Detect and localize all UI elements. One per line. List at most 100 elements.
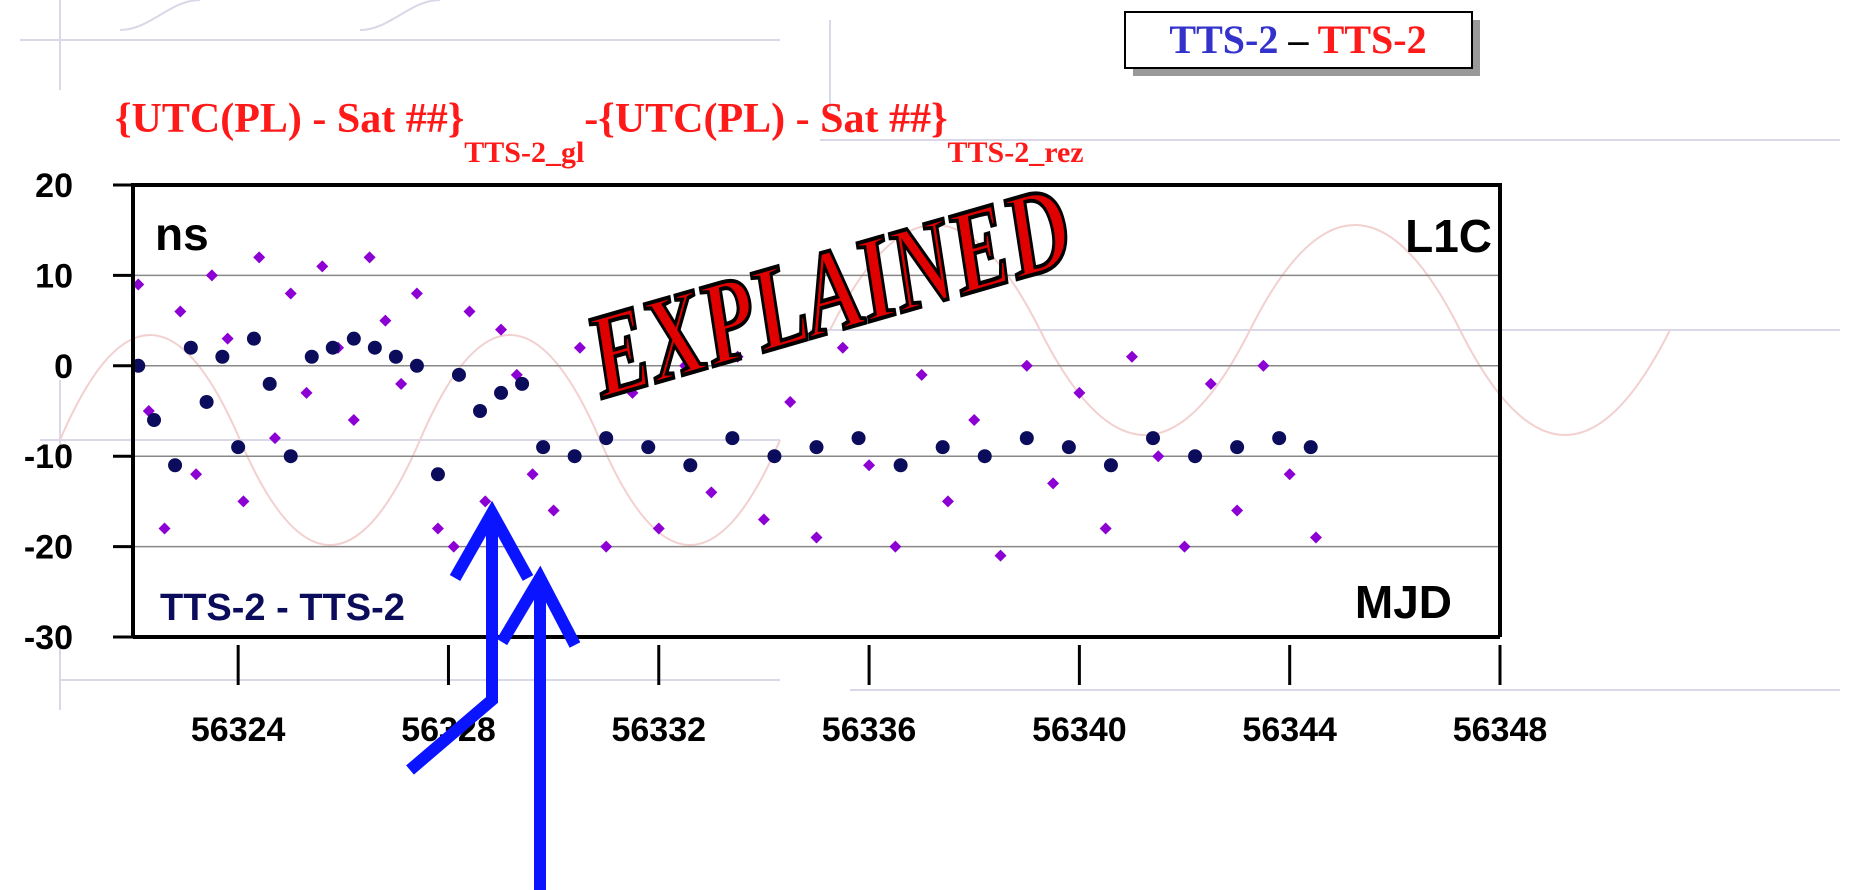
x-tick-label: 56332 [611,711,706,749]
x-tick-label: 56344 [1242,711,1337,749]
point [725,431,740,446]
point [231,440,246,455]
point [347,414,360,427]
point [1125,350,1138,363]
point [410,287,423,300]
x-axis-title: MJD [1355,576,1452,628]
point [473,404,488,418]
point [431,522,444,535]
point [199,394,214,409]
point [132,278,145,291]
point [268,432,281,445]
point [547,504,560,517]
point [221,332,234,345]
arrow [406,500,534,775]
background-waveforms [20,0,1840,710]
point [889,540,902,553]
point [1020,359,1033,372]
badge-box [1124,11,1473,69]
point [325,340,340,355]
point [1283,468,1296,481]
y-tick-label: 20 [35,167,73,205]
badge-right: TTS-2 [1318,17,1427,62]
point [1303,440,1318,455]
badge-left: TTS-2 [1169,17,1278,62]
point [447,540,460,553]
point [836,341,849,354]
point [463,305,476,318]
title-part: -{UTC(PL) - Sat ##} [584,96,947,142]
point [451,367,466,382]
point [494,385,509,400]
point [641,440,656,455]
point [205,269,218,282]
series-label: TTS-2 - TTS-2 [160,587,405,629]
point [409,358,424,373]
point [757,513,770,526]
arrows [406,500,581,890]
point [1152,450,1165,463]
axis-frame [131,183,1502,637]
point [1272,431,1287,446]
point [346,331,361,346]
point [316,260,329,273]
point [1257,359,1270,372]
point [935,440,950,455]
point [683,458,698,473]
title-sub: TTS-2_rez [948,136,1084,169]
point [626,386,639,399]
point [363,251,376,264]
point [1099,522,1112,535]
badge-dash: – [1287,17,1309,62]
point [652,522,665,535]
point [1178,540,1191,553]
y-tick-label: -30 [24,619,73,657]
point [1103,458,1118,473]
point [304,349,319,364]
point [941,495,954,508]
point [246,331,261,346]
point [915,368,928,381]
point [237,495,250,508]
title-sub: TTS-2_gl [464,136,584,169]
point [851,431,866,446]
point [977,449,992,464]
point [994,549,1007,562]
point [1061,440,1076,455]
x-tick-label: 56336 [822,711,917,749]
point [567,449,582,464]
point [395,377,408,390]
stamp: EXPLAINED [572,159,1085,423]
point [495,323,508,336]
point [679,359,692,372]
point [174,305,187,318]
point [300,386,313,399]
point [767,449,782,464]
point [1231,504,1244,517]
point [190,468,203,481]
point [526,468,539,481]
point [893,458,908,473]
y-tick-label: 0 [54,348,73,386]
badge-text: TTS-2 – TTS-2 [1169,17,1426,62]
point [1073,386,1086,399]
point [283,449,298,464]
point [863,459,876,472]
point [810,531,823,544]
point [731,350,744,363]
point [388,349,403,364]
point [379,314,392,327]
title-part: {UTC(PL) - Sat ##} [115,96,464,142]
x-tick-label: 56340 [1032,711,1127,749]
point [1230,440,1245,455]
point [1145,431,1160,446]
point [1204,377,1217,390]
point [262,376,277,391]
point [168,458,183,473]
point [1309,531,1322,544]
x-tick-label: 56324 [191,711,286,749]
point [809,440,824,455]
point [253,251,266,264]
y-tick-label: 10 [35,257,73,295]
